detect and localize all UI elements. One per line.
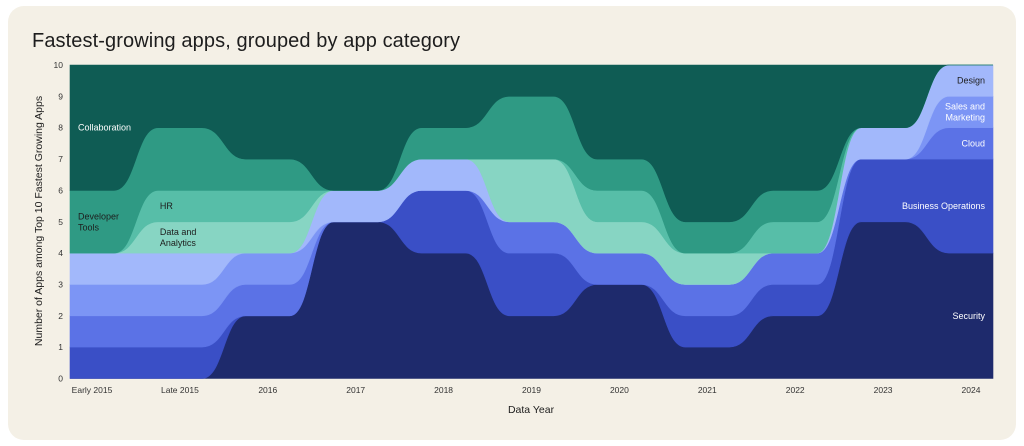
series-label: HR — [160, 201, 173, 211]
series-areas — [69, 64, 994, 379]
x-tick-label: 2021 — [698, 385, 717, 395]
chart-title: Fastest-growing apps, grouped by app cat… — [32, 30, 461, 52]
y-tick-label: 7 — [58, 154, 63, 164]
x-tick-label: 2022 — [786, 385, 805, 395]
y-tick-label: 4 — [58, 248, 63, 258]
x-tick-label: 2016 — [258, 385, 277, 395]
y-axis-label: Number of Apps among Top 10 Fastest Grow… — [33, 96, 45, 346]
y-tick-label: 1 — [58, 342, 63, 352]
y-tick-label: 9 — [58, 91, 63, 101]
area-collaboration — [69, 64, 993, 223]
series-label: Security — [952, 311, 985, 321]
x-tick-label: 2020 — [610, 385, 629, 395]
series-label: Collaboration — [78, 123, 131, 133]
series-label: Sales and Marketing — [945, 102, 985, 123]
x-axis-label: Data Year — [508, 404, 555, 416]
x-tick-label: Early 2015 — [72, 385, 113, 395]
x-tick-label: 2023 — [874, 385, 893, 395]
series-labels: Collaboration Developer Tools HR Data and Ana… — [78, 76, 985, 321]
series-label: Cloud — [961, 138, 985, 148]
series-label: Data and Analytics — [160, 227, 197, 248]
x-tick-label: 2019 — [522, 385, 541, 395]
y-axis-ticks: 0 1 2 3 4 5 6 7 8 9 10 — [54, 60, 64, 384]
y-tick-label: 2 — [58, 311, 63, 321]
x-axis-ticks: Early 2015 Late 2015 2016 2017 2018 2019 2020 2… — [72, 385, 981, 395]
x-tick-label: Late 2015 — [161, 385, 199, 395]
series-label: Business Operations — [902, 201, 986, 211]
x-tick-label: 2024 — [962, 385, 981, 395]
y-tick-label: 10 — [54, 60, 64, 70]
y-tick-label: 6 — [58, 185, 63, 195]
x-tick-label: 2017 — [346, 385, 365, 395]
series-label: Design — [957, 76, 985, 86]
y-tick-label: 8 — [58, 123, 63, 133]
x-tick-label: 2018 — [434, 385, 453, 395]
y-tick-label: 3 — [58, 279, 63, 289]
y-tick-label: 5 — [58, 217, 63, 227]
y-tick-label: 0 — [58, 374, 63, 384]
series-label: Developer Tools — [78, 211, 119, 232]
